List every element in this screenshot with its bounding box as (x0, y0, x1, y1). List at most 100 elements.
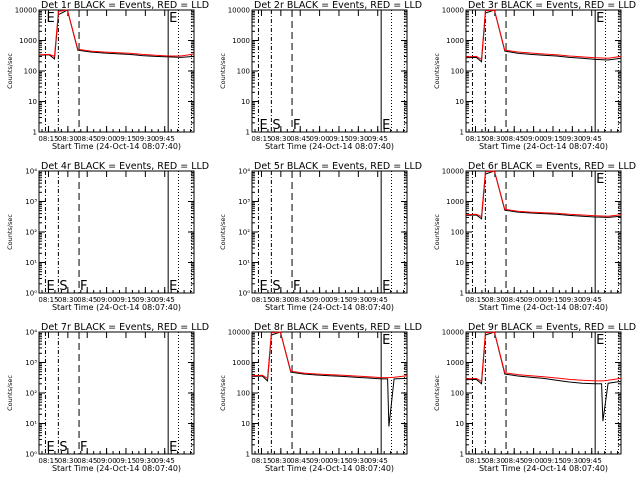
x-tick-label: 08:30 (485, 135, 505, 143)
x-tick-label: 09:30 (135, 457, 155, 465)
y-tick-label: 10⁴ (25, 329, 37, 337)
plot-frame (251, 170, 408, 294)
panel-title: Det 9r BLACK = Events, RED = LLD (468, 322, 636, 333)
x-tick-label: 08:15 (251, 296, 271, 304)
y-tick-label: 10000 (442, 7, 464, 15)
x-axis-label: Start Time (24-Oct-14 08:07:40) (265, 464, 394, 473)
event-marker-label: S (272, 279, 280, 294)
x-tick-label: 09:30 (562, 457, 582, 465)
series-line-lld (251, 331, 408, 380)
panel-det-5: Det 5r BLACK = Events, RED = LLD 10⁰ 10¹ 10… (219, 161, 422, 312)
x-tick-label: 08:45 (290, 457, 310, 465)
panel-det-7: Det 7r BLACK = Events, RED = LLD 10⁰ 10¹ 10… (6, 322, 209, 473)
x-tick-label: 09:45 (582, 457, 602, 465)
y-axis-label: Counts/sec (433, 214, 441, 250)
x-tick-label: 09:45 (368, 135, 388, 143)
x-tick-label: 08:15 (251, 135, 271, 143)
x-tick-label: 09:30 (135, 135, 155, 143)
x-axis-label: Start Time (24-Oct-14 08:07:40) (52, 142, 181, 151)
event-marker-label: F (293, 118, 300, 133)
y-tick-label: 10² (25, 229, 37, 237)
series-line-lld (465, 331, 622, 383)
x-tick-label: 09:15 (116, 135, 136, 143)
x-tick-label: 09:30 (562, 296, 582, 304)
x-tick-label: 08:45 (290, 135, 310, 143)
y-tick-label: 10³ (25, 359, 37, 367)
x-tick-label: 09:00 (96, 457, 116, 465)
plot-frame (465, 331, 622, 455)
x-tick-label: 08:15 (465, 457, 485, 465)
x-tick-label: 09:30 (562, 135, 582, 143)
series-line-lld (465, 170, 622, 218)
panel-title: Det 5r BLACK = Events, RED = LLD (254, 161, 422, 172)
x-tick-label: 08:30 (271, 296, 291, 304)
series-line-lld (38, 9, 195, 58)
y-tick-label: 100 (24, 68, 37, 76)
panel-det-6: Det 6r BLACK = Events, RED = LLD 1 10 100 10… (433, 161, 636, 312)
event-marker-label: E (169, 279, 177, 294)
event-marker-label: S (59, 440, 67, 455)
y-tick-label: 1000 (446, 198, 464, 206)
y-tick-label: 1 (246, 451, 250, 459)
plot-frame (465, 170, 622, 294)
series-line-lld (465, 9, 622, 61)
x-axis-label: Start Time (24-Oct-14 08:07:40) (479, 142, 608, 151)
panel-title: Det 2r BLACK = Events, RED = LLD (254, 0, 422, 11)
x-axis-label: Start Time (24-Oct-14 08:07:40) (265, 142, 394, 151)
event-marker-label: E (596, 11, 604, 26)
y-tick-label: 10⁰ (238, 290, 250, 298)
x-tick-label: 09:45 (155, 135, 175, 143)
panel-det-3: Det 3r BLACK = Events, RED = LLD 1 10 100 10… (433, 0, 636, 151)
x-tick-label: 09:15 (116, 296, 136, 304)
x-axis-label: Start Time (24-Oct-14 08:07:40) (479, 464, 608, 473)
x-tick-label: 09:15 (543, 135, 563, 143)
x-tick-label: 08:15 (251, 457, 271, 465)
x-tick-label: 08:15 (38, 457, 58, 465)
event-marker-label: F (293, 279, 300, 294)
x-tick-label: 08:30 (485, 457, 505, 465)
y-axis-label: Counts/sec (219, 214, 227, 250)
x-tick-label: 09:45 (582, 135, 602, 143)
event-marker-label: E (596, 172, 604, 187)
y-tick-label: 1000 (232, 359, 250, 367)
x-tick-label: 09:15 (329, 296, 349, 304)
x-tick-label: 09:45 (155, 457, 175, 465)
y-tick-label: 1 (460, 451, 464, 459)
y-tick-label: 10¹ (238, 259, 250, 267)
panel-det-1: Det 1r BLACK = Events, RED = LLD 1 10 100 10… (6, 0, 209, 151)
y-tick-label: 100 (451, 229, 464, 237)
y-tick-label: 1000 (19, 37, 37, 45)
y-tick-label: 10 (241, 98, 250, 106)
x-tick-label: 09:00 (523, 135, 543, 143)
y-tick-label: 10⁰ (25, 290, 37, 298)
x-tick-label: 08:30 (58, 457, 78, 465)
y-axis-label: Counts/sec (219, 53, 227, 89)
y-tick-label: 10³ (238, 198, 250, 206)
x-tick-label: 09:15 (329, 457, 349, 465)
panel-det-2: Det 2r BLACK = Events, RED = LLD 1 10 100 10… (219, 0, 422, 151)
x-tick-label: 08:30 (58, 296, 78, 304)
y-tick-label: 10² (25, 390, 37, 398)
event-marker-label: E (382, 118, 390, 133)
panel-title: Det 8r BLACK = Events, RED = LLD (254, 322, 422, 333)
event-marker-label: E (46, 279, 54, 294)
x-tick-label: 09:00 (96, 135, 116, 143)
y-tick-label: 10000 (228, 7, 250, 15)
y-tick-label: 10⁰ (25, 451, 37, 459)
y-tick-label: 10¹ (25, 259, 37, 267)
x-tick-label: 09:15 (543, 296, 563, 304)
y-tick-label: 1 (246, 129, 250, 137)
y-tick-label: 100 (237, 390, 250, 398)
x-tick-label: 08:15 (465, 296, 485, 304)
x-tick-label: 09:45 (368, 457, 388, 465)
y-tick-label: 10 (455, 98, 464, 106)
x-tick-label: 08:15 (38, 296, 58, 304)
x-tick-label: 08:45 (77, 135, 97, 143)
y-axis-label: Counts/sec (6, 53, 14, 89)
event-marker-label: E (169, 11, 177, 26)
panel-det-9: Det 9r BLACK = Events, RED = LLD 1 10 100 10… (433, 322, 636, 473)
x-tick-label: 09:00 (523, 457, 543, 465)
x-tick-label: 08:30 (485, 296, 505, 304)
x-tick-label: 09:15 (116, 457, 136, 465)
